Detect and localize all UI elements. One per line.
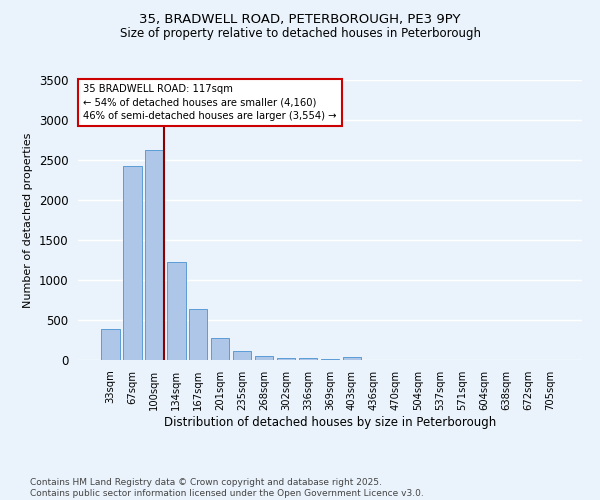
Bar bbox=[101, 329, 119, 360]
Bar bbox=[167, 262, 185, 360]
Text: Contains HM Land Registry data © Crown copyright and database right 2025.
Contai: Contains HM Land Registry data © Crown c… bbox=[30, 478, 424, 498]
Bar bbox=[277, 358, 295, 360]
Text: 35 BRADWELL ROAD: 117sqm
← 54% of detached houses are smaller (4,160)
46% of sem: 35 BRADWELL ROAD: 117sqm ← 54% of detach… bbox=[83, 84, 337, 120]
X-axis label: Distribution of detached houses by size in Peterborough: Distribution of detached houses by size … bbox=[164, 416, 496, 428]
Bar bbox=[233, 351, 251, 360]
Bar bbox=[145, 150, 164, 360]
Bar bbox=[123, 166, 142, 360]
Text: 35, BRADWELL ROAD, PETERBOROUGH, PE3 9PY: 35, BRADWELL ROAD, PETERBOROUGH, PE3 9PY bbox=[139, 12, 461, 26]
Bar bbox=[320, 359, 340, 360]
Bar bbox=[299, 358, 317, 360]
Text: Size of property relative to detached houses in Peterborough: Size of property relative to detached ho… bbox=[119, 28, 481, 40]
Bar bbox=[343, 357, 361, 360]
Bar bbox=[211, 338, 229, 360]
Y-axis label: Number of detached properties: Number of detached properties bbox=[23, 132, 33, 308]
Bar bbox=[189, 309, 208, 360]
Bar bbox=[255, 356, 274, 360]
